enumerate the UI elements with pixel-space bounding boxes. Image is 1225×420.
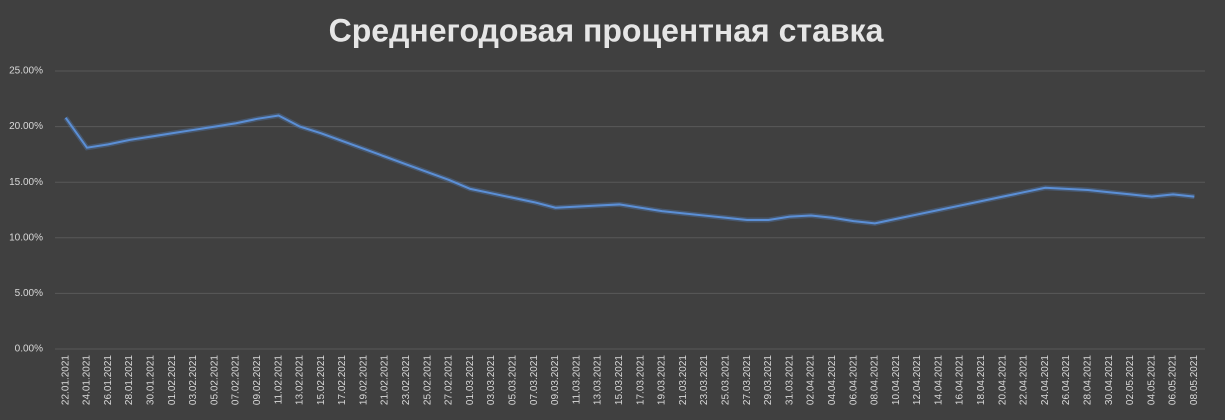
x-tick-label: 02.04.2021 (806, 355, 817, 405)
x-tick-label: 14.04.2021 (933, 355, 944, 405)
x-tick-label: 29.03.2021 (763, 355, 774, 405)
x-tick-label: 13.03.2021 (593, 355, 604, 405)
x-tick-label: 25.02.2021 (422, 355, 433, 405)
x-tick-label: 15.03.2021 (614, 355, 625, 405)
x-tick-label: 25.03.2021 (720, 355, 731, 405)
x-tick-label: 28.04.2021 (1083, 355, 1094, 405)
y-tick-label: 0.00% (15, 344, 43, 355)
x-tick-label: 22.01.2021 (60, 355, 71, 405)
x-tick-label: 06.05.2021 (1168, 355, 1179, 405)
x-tick-label: 19.02.2021 (358, 355, 369, 405)
x-tick-label: 08.04.2021 (870, 355, 881, 405)
x-tick-label: 06.04.2021 (848, 355, 859, 405)
x-tick-label: 17.02.2021 (337, 355, 348, 405)
chart-title: Среднегодовая процентная ставка (329, 12, 884, 48)
x-tick-label: 11.02.2021 (273, 355, 284, 405)
x-tick-label: 09.03.2021 (550, 355, 561, 405)
x-tick-label: 30.04.2021 (1104, 355, 1115, 405)
x-tick-label: 24.04.2021 (1040, 355, 1051, 405)
x-tick-label: 17.03.2021 (635, 355, 646, 405)
x-tick-label: 02.05.2021 (1125, 355, 1136, 405)
x-tick-label: 10.04.2021 (891, 355, 902, 405)
x-tick-label: 15.02.2021 (316, 355, 327, 405)
x-tick-label: 31.03.2021 (784, 355, 795, 405)
x-tick-label: 08.05.2021 (1189, 355, 1200, 405)
x-tick-label: 19.03.2021 (657, 355, 668, 405)
x-tick-label: 05.03.2021 (508, 355, 519, 405)
x-tick-label: 28.01.2021 (124, 355, 135, 405)
x-tick-label: 01.03.2021 (465, 355, 476, 405)
x-tick-label: 04.05.2021 (1146, 355, 1157, 405)
x-tick-label: 26.04.2021 (1061, 355, 1072, 405)
x-tick-label: 21.03.2021 (678, 355, 689, 405)
x-tick-label: 07.03.2021 (529, 355, 540, 405)
x-tick-label: 01.02.2021 (167, 355, 178, 405)
x-tick-label: 21.02.2021 (380, 355, 391, 405)
x-tick-label: 18.04.2021 (976, 355, 987, 405)
x-tick-label: 13.02.2021 (295, 355, 306, 405)
line (64, 114, 1195, 225)
x-tick-label: 27.03.2021 (742, 355, 753, 405)
x-tick-label: 24.01.2021 (82, 355, 93, 405)
x-tick-label: 11.03.2021 (571, 355, 582, 405)
y-tick-label: 5.00% (15, 288, 43, 299)
x-tick-label: 30.01.2021 (145, 355, 156, 405)
x-tick-label: 26.01.2021 (103, 355, 114, 405)
y-tick-label: 25.00% (9, 66, 43, 77)
y-tick-label: 10.00% (9, 232, 43, 243)
x-tick-label: 23.02.2021 (401, 355, 412, 405)
x-tick-label: 22.04.2021 (1019, 355, 1030, 405)
x-tick-label: 23.03.2021 (699, 355, 710, 405)
x-tick-label: 07.02.2021 (231, 355, 242, 405)
x-tick-label: 03.03.2021 (486, 355, 497, 405)
x-tick-label: 05.02.2021 (209, 355, 220, 405)
y-tick-label: 15.00% (9, 177, 43, 188)
x-tick-label: 03.02.2021 (188, 355, 199, 405)
y-tick-label: 20.00% (9, 121, 43, 132)
x-tick-label: 04.04.2021 (827, 355, 838, 405)
x-tick-label: 20.04.2021 (997, 355, 1008, 405)
x-tick-label: 12.04.2021 (912, 355, 923, 405)
x-tick-label: 27.02.2021 (444, 355, 455, 405)
x-tick-label: 09.02.2021 (252, 355, 263, 405)
x-tick-label: 16.04.2021 (955, 355, 966, 405)
